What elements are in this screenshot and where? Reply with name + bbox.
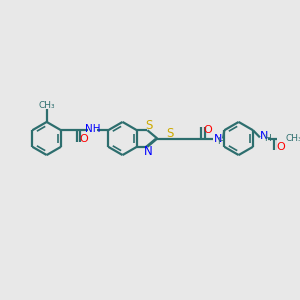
Text: O: O — [79, 134, 88, 144]
Text: H: H — [218, 137, 224, 146]
Text: N: N — [214, 134, 222, 143]
Text: H: H — [264, 134, 271, 143]
Text: S: S — [145, 119, 152, 132]
Text: CH₃: CH₃ — [285, 134, 300, 143]
Text: CH₃: CH₃ — [38, 101, 55, 110]
Text: NH: NH — [85, 124, 100, 134]
Text: N: N — [143, 145, 152, 158]
Text: N: N — [260, 131, 269, 141]
Text: O: O — [204, 125, 212, 135]
Text: S: S — [167, 127, 174, 140]
Text: O: O — [277, 142, 285, 152]
